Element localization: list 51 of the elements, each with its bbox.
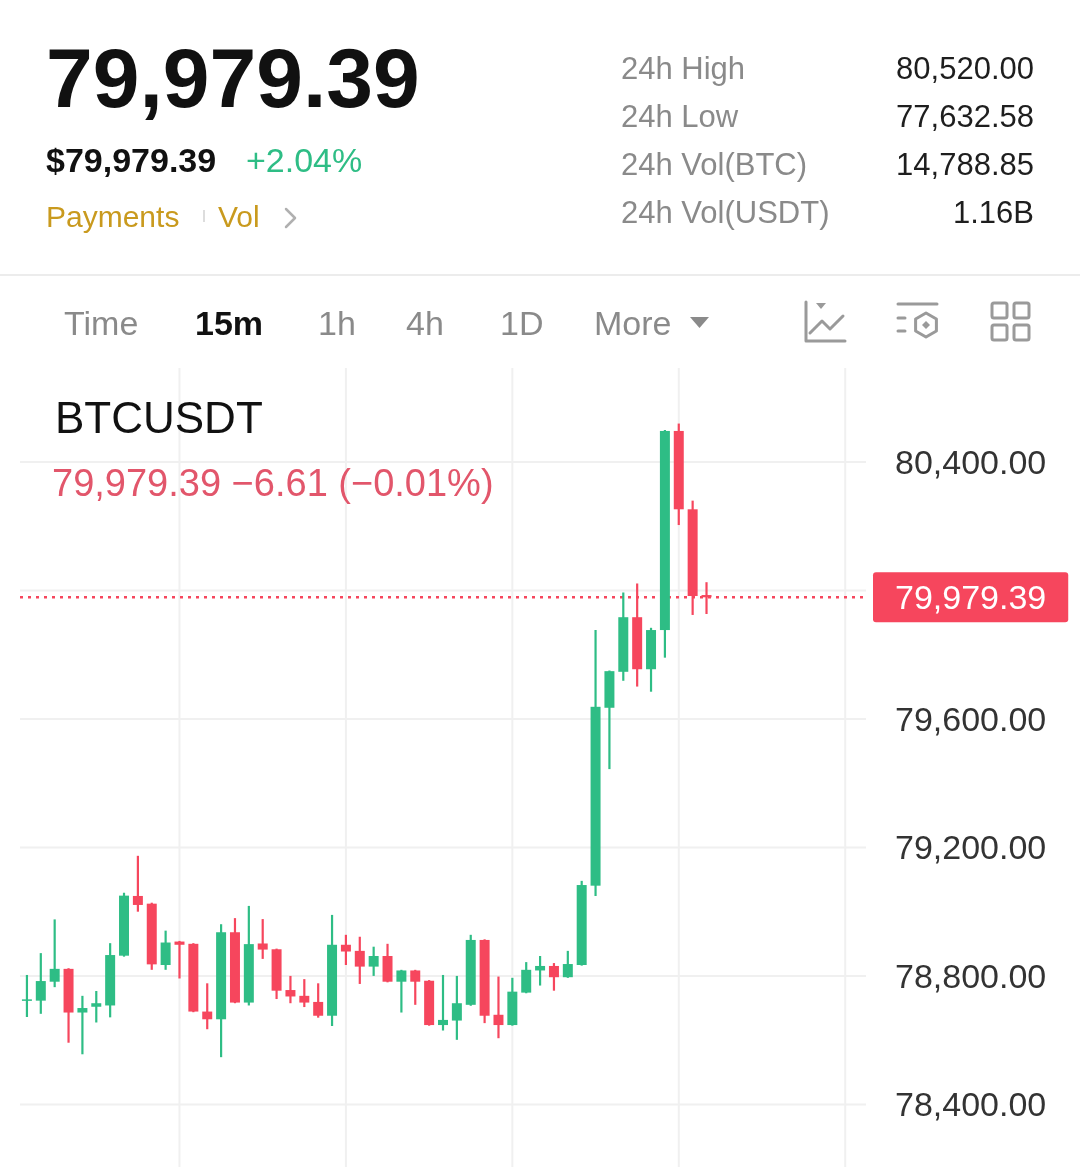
candlestick <box>299 978 310 1009</box>
candlestick <box>396 968 407 1014</box>
candlestick <box>35 952 46 1015</box>
text: 79,979.39 <box>46 31 420 125</box>
candlestick <box>410 968 421 1006</box>
candlestick <box>257 917 268 960</box>
candlestick <box>91 989 102 1024</box>
candlestick <box>562 949 573 979</box>
candlestick <box>521 961 532 995</box>
candlestick <box>438 973 448 1032</box>
text: Vol <box>218 200 260 233</box>
y-tick-label: 79,600.00 <box>895 700 1047 739</box>
text: 1D <box>500 304 544 342</box>
y-tick-label: 80,400.00 <box>895 443 1047 482</box>
candlestick <box>354 935 365 986</box>
candlestick <box>49 918 60 989</box>
text: 15m <box>195 304 264 342</box>
text: BTCUSDT <box>55 393 263 442</box>
text: $79,979.39 <box>46 141 217 179</box>
text: 14,788.85 <box>896 147 1034 182</box>
candlestick <box>368 945 379 978</box>
candlestick <box>285 974 296 1005</box>
candlestick <box>493 975 504 1040</box>
candlestick <box>548 961 559 992</box>
text: 79,979.39 −6.61 (−0.01%) <box>52 462 494 504</box>
candlestick <box>77 994 88 1056</box>
y-tick-label: 78,800.00 <box>895 956 1047 995</box>
text: 1.16B <box>952 195 1034 230</box>
text: 24h Low <box>621 99 739 134</box>
candlestick <box>132 854 143 913</box>
text: More <box>594 304 672 342</box>
text: 24h High <box>621 51 746 86</box>
candlestick <box>451 974 462 1041</box>
text: 80,520.00 <box>896 51 1034 86</box>
text: 24h Vol(USDT) <box>621 195 830 230</box>
text: 1h <box>318 304 356 342</box>
text: 77,632.58 <box>896 99 1034 134</box>
ref-line-label: 79,979.39 <box>895 578 1047 617</box>
candlestick <box>21 973 32 1019</box>
candlestick <box>174 939 185 980</box>
candlestick <box>313 982 324 1019</box>
y-tick-label: 79,200.00 <box>895 828 1047 867</box>
candlestick <box>202 982 213 1031</box>
y-tick-label: 78,400.00 <box>895 1085 1047 1124</box>
candlestick <box>160 929 171 971</box>
text: +2.04% <box>246 141 363 179</box>
text: 4h <box>406 304 444 342</box>
text: Payments <box>46 200 180 233</box>
text: Time <box>64 304 139 342</box>
candlestick <box>340 933 351 967</box>
text: 24h Vol(BTC) <box>621 147 808 182</box>
